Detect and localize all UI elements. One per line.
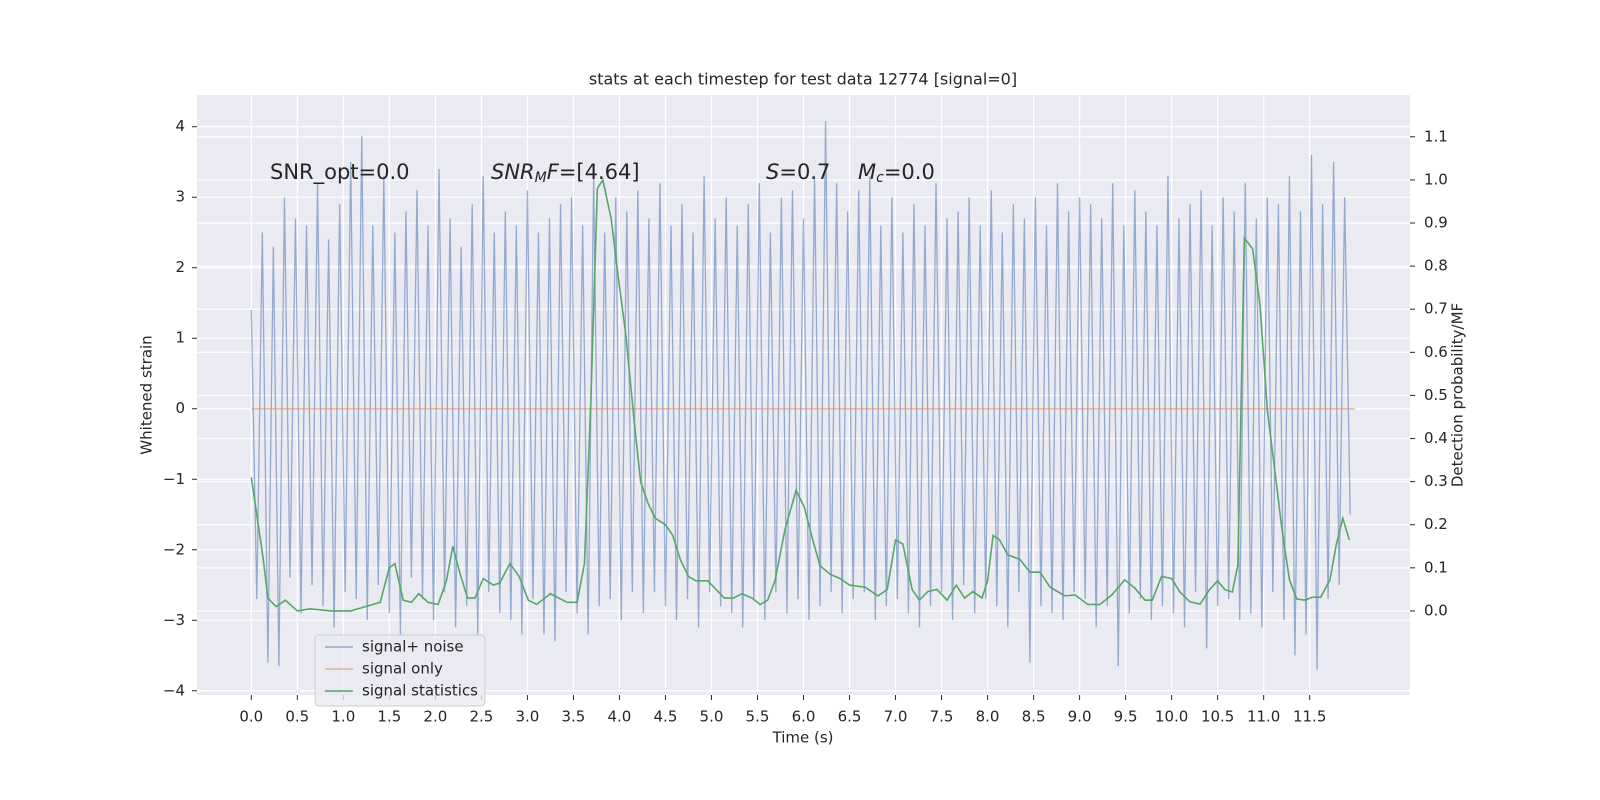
annotation: S=0.7: [766, 160, 830, 184]
y2-tick-label: 0.9: [1424, 214, 1448, 232]
y2-tick-label: 0.1: [1424, 558, 1448, 576]
x-tick-label: 3.0: [515, 708, 539, 726]
x-tick-label: 7.0: [884, 708, 908, 726]
annotation-part: SNR: [491, 160, 535, 184]
legend-box: [314, 634, 486, 707]
y-tick-label: −4: [163, 681, 185, 699]
x-tick-label: 11.5: [1293, 708, 1326, 726]
x-tick-label: 2.5: [469, 708, 493, 726]
x-tick-label: 5.5: [746, 708, 770, 726]
annotation-part: c: [876, 170, 884, 186]
x-tick-label: 0.0: [239, 708, 263, 726]
x-tick-label: 11.0: [1247, 708, 1280, 726]
annotation-part: M: [858, 160, 876, 184]
x-tick-label: 5.0: [700, 708, 724, 726]
annotation-part: F: [547, 160, 560, 184]
y-tick-label: −3: [163, 611, 185, 629]
annotation-part: SNR_opt=0.0: [270, 160, 410, 185]
annotation-part: =[4.64]: [559, 160, 640, 184]
y2-axis-label: Detection probability/MF: [1449, 303, 1467, 487]
chart-title: stats at each timestep for test data 127…: [589, 70, 1017, 89]
x-tick-label: 7.5: [930, 708, 954, 726]
annotation-part: S: [766, 160, 779, 184]
annotation-part: =0.0: [884, 160, 935, 184]
annotation: SNRMF=[4.64]: [491, 160, 640, 186]
x-tick-label: 6.0: [792, 708, 816, 726]
x-tick-label: 9.5: [1114, 708, 1138, 726]
y2-tick-label: 1.0: [1424, 170, 1448, 188]
x-tick-label: 4.0: [608, 708, 632, 726]
legend-label: signal only: [362, 660, 443, 678]
y2-tick-label: 0.2: [1424, 515, 1448, 533]
y2-tick-label: 0.0: [1424, 601, 1448, 619]
x-tick-label: 0.5: [285, 708, 309, 726]
annotation: Mc=0.0: [858, 160, 935, 186]
y2-tick-label: 1.1: [1424, 127, 1448, 145]
y-tick-label: −2: [163, 540, 185, 558]
x-tick-label: 1.5: [377, 708, 401, 726]
x-tick-label: 10.0: [1155, 708, 1188, 726]
annotation-part: =0.7: [779, 160, 830, 184]
annotation-part: M: [535, 170, 547, 186]
y-tick-label: 0: [175, 399, 185, 417]
y-tick-label: 4: [175, 117, 185, 135]
y2-tick-label: 0.8: [1424, 257, 1448, 275]
x-axis-label: Time (s): [772, 729, 834, 747]
legend-label: signal statistics: [362, 682, 478, 700]
x-tick-label: 4.5: [654, 708, 678, 726]
x-tick-label: 6.5: [838, 708, 862, 726]
plot-layer: [197, 95, 1410, 695]
x-tick-label: 8.0: [976, 708, 1000, 726]
y2-tick-label: 0.3: [1424, 472, 1448, 490]
y2-tick-label: 0.5: [1424, 386, 1448, 404]
y-tick-label: 2: [175, 258, 185, 276]
x-tick-label: 10.5: [1201, 708, 1234, 726]
legend-label: signal+ noise: [362, 638, 464, 656]
x-tick-label: 8.5: [1022, 708, 1046, 726]
annotation: SNR_opt=0.0: [270, 160, 410, 185]
x-tick-label: 1.0: [331, 708, 355, 726]
series-line: [250, 177, 1351, 612]
y2-tick-label: 0.6: [1424, 343, 1448, 361]
y-tick-label: −1: [163, 470, 185, 488]
y2-tick-label: 0.4: [1424, 429, 1448, 447]
x-tick-label: 9.0: [1068, 708, 1092, 726]
y-tick-label: 3: [175, 188, 185, 206]
x-tick-label: 3.5: [561, 708, 585, 726]
y-axis-label: Whitened strain: [138, 335, 156, 454]
y-tick-label: 1: [175, 329, 185, 347]
y2-tick-label: 0.7: [1424, 300, 1448, 318]
x-tick-label: 2.0: [423, 708, 447, 726]
